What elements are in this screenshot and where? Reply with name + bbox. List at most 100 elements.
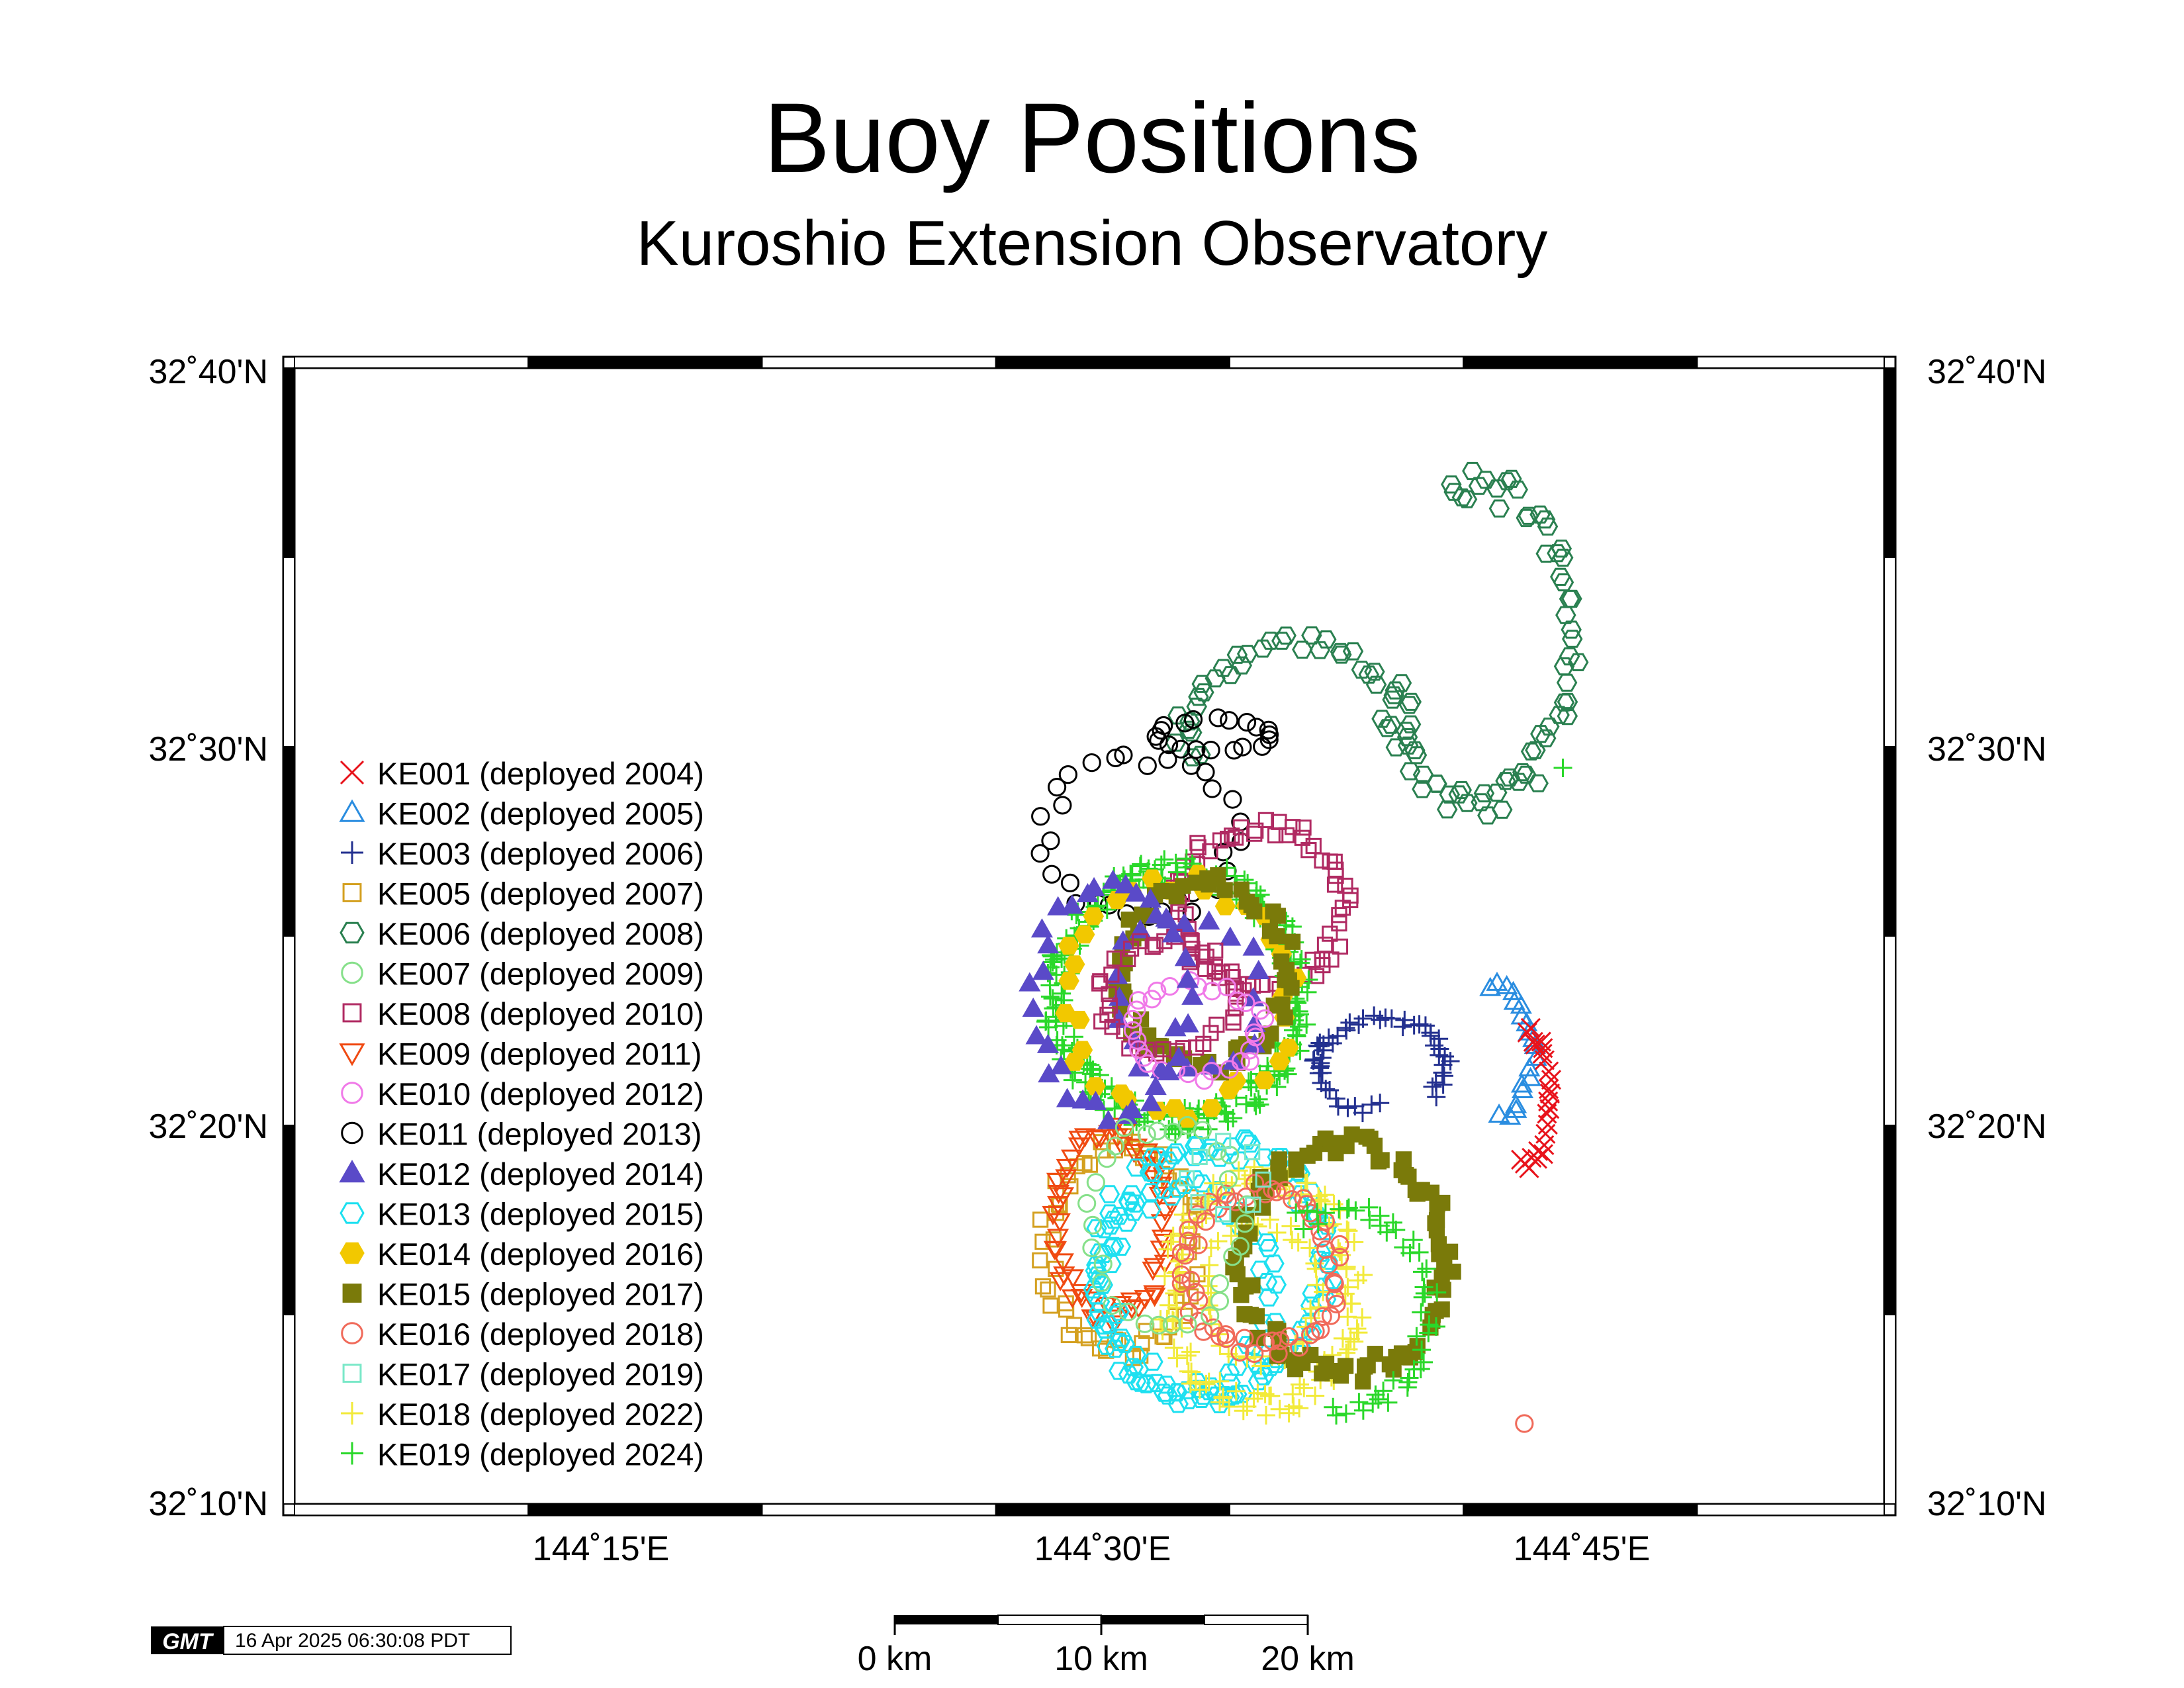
scale-segment-1 bbox=[895, 1615, 998, 1624]
buoy-position-marker bbox=[1114, 745, 1133, 765]
frame-band-left bbox=[283, 746, 295, 937]
buoy-position-marker bbox=[1395, 1010, 1414, 1029]
buoy-position-marker bbox=[1559, 647, 1580, 666]
buoy-position-marker bbox=[1313, 1307, 1332, 1327]
buoy-position-marker bbox=[1294, 1219, 1313, 1239]
buoy-position-marker bbox=[1242, 1307, 1259, 1323]
buoy-position-marker bbox=[1208, 708, 1228, 727]
buoy-position-marker bbox=[1231, 656, 1253, 675]
buoy-position-marker bbox=[1106, 950, 1123, 967]
buoy-position-marker bbox=[1488, 499, 1510, 518]
legend-symbol bbox=[341, 1442, 363, 1465]
legend-item-label: KE006 (deployed 2008) bbox=[377, 916, 704, 951]
buoy-position-marker bbox=[1370, 1153, 1387, 1170]
buoy-position-marker bbox=[1253, 1148, 1275, 1167]
buoy-position-marker bbox=[1093, 1244, 1115, 1264]
buoy-position-marker bbox=[1052, 1253, 1074, 1273]
scale-label-0: 0 km bbox=[858, 1640, 933, 1678]
buoy-position-marker bbox=[1179, 712, 1201, 731]
buoy-position-marker bbox=[1147, 1147, 1169, 1166]
buoy-position-marker bbox=[1054, 1040, 1073, 1059]
buoy-position-marker bbox=[1365, 1006, 1384, 1025]
buoy-position-marker bbox=[1201, 1306, 1220, 1325]
buoy-position-marker bbox=[1060, 873, 1080, 892]
buoy-position-marker bbox=[1236, 993, 1255, 1012]
buoy-position-marker bbox=[1362, 1130, 1379, 1147]
buoy-position-marker bbox=[1398, 696, 1420, 714]
buoy-position-marker bbox=[1093, 1013, 1110, 1030]
buoy-position-marker bbox=[1557, 707, 1578, 726]
buoy-position-marker bbox=[1308, 1215, 1328, 1234]
buoy-position-marker bbox=[1228, 1151, 1250, 1170]
buoy-position-marker bbox=[1330, 1248, 1349, 1267]
buoy-tracks bbox=[1019, 461, 1589, 1433]
frame-band-left bbox=[283, 1125, 295, 1315]
buoy-position-marker bbox=[1502, 980, 1525, 1000]
buoy-position-marker bbox=[1099, 1185, 1120, 1203]
buoy-position-marker bbox=[1504, 1094, 1527, 1113]
buoy-position-marker bbox=[1298, 982, 1317, 1002]
buoy-position-marker bbox=[1091, 1273, 1111, 1293]
buoy-position-marker bbox=[1263, 1254, 1285, 1273]
buoy-position-marker bbox=[1384, 1371, 1403, 1390]
buoy-position-marker bbox=[1171, 739, 1191, 759]
buoy-position-marker bbox=[1218, 1363, 1240, 1382]
buoy-position-marker bbox=[1178, 1315, 1197, 1334]
buoy-position-marker bbox=[1322, 925, 1338, 942]
buoy-position-marker bbox=[1058, 1301, 1075, 1318]
buoy-position-marker bbox=[1316, 630, 1337, 649]
buoy-position-marker bbox=[1407, 1327, 1426, 1346]
buoy-position-marker bbox=[1486, 783, 1508, 802]
buoy-position-marker bbox=[1347, 1319, 1367, 1338]
buoy-position-marker bbox=[1414, 1278, 1433, 1297]
buoy-position-marker bbox=[1104, 1019, 1120, 1035]
buoy-position-marker bbox=[1248, 960, 1270, 980]
buoy-position-marker bbox=[1238, 1195, 1257, 1214]
buoy-position-marker bbox=[1267, 1182, 1286, 1201]
buoy-position-marker bbox=[1171, 1274, 1191, 1293]
buoy-position-marker bbox=[1233, 737, 1252, 757]
buoy-position-marker bbox=[1309, 1297, 1328, 1317]
buoy-position-marker bbox=[1259, 730, 1279, 749]
buoy-position-marker bbox=[1161, 1233, 1181, 1252]
buoy-position-marker bbox=[1330, 1235, 1349, 1254]
buoy-position-marker bbox=[1567, 653, 1589, 671]
buoy-position-marker bbox=[1516, 508, 1537, 528]
buoy-position-marker bbox=[1199, 1296, 1218, 1315]
buoy-position-marker bbox=[1349, 1015, 1369, 1034]
buoy-position-marker bbox=[1106, 964, 1128, 984]
buoy-position-marker bbox=[1235, 1329, 1254, 1348]
buoy-position-marker bbox=[1030, 844, 1050, 863]
legend-symbol bbox=[342, 1284, 362, 1303]
buoy-position-marker bbox=[1158, 1061, 1180, 1081]
buoy-position-marker bbox=[1245, 1196, 1261, 1213]
buoy-position-marker bbox=[1093, 1316, 1115, 1335]
buoy-position-marker bbox=[1539, 1099, 1560, 1119]
buoy-position-marker bbox=[1179, 1170, 1195, 1187]
frame-band-top bbox=[1228, 356, 1465, 369]
buoy-position-marker bbox=[1300, 1239, 1320, 1258]
buoy-position-marker bbox=[1537, 517, 1559, 536]
buoy-position-marker bbox=[1349, 1393, 1369, 1412]
buoy-position-marker bbox=[1206, 959, 1224, 975]
buoy-position-marker bbox=[1505, 1098, 1527, 1118]
buoy-position-marker bbox=[1245, 1093, 1264, 1112]
legend-item-label: KE002 (deployed 2005) bbox=[377, 796, 704, 831]
buoy-position-marker bbox=[1200, 1192, 1219, 1211]
buoy-position-marker bbox=[1322, 1271, 1343, 1289]
buoy-position-marker bbox=[1153, 1321, 1172, 1340]
buoy-position-marker bbox=[1371, 1094, 1390, 1113]
buoy-position-marker bbox=[1143, 1258, 1165, 1278]
buoy-position-marker bbox=[1277, 972, 1293, 988]
buoy-position-marker bbox=[1053, 1036, 1072, 1055]
buoy-position-marker bbox=[1134, 906, 1150, 923]
buoy-position-marker bbox=[1077, 1194, 1097, 1213]
buoy-position-marker bbox=[1337, 877, 1353, 894]
buoy-position-marker bbox=[1288, 1161, 1304, 1178]
buoy-position-marker bbox=[1412, 780, 1433, 798]
buoy-position-marker bbox=[1168, 1262, 1187, 1282]
buoy-position-marker bbox=[1046, 1229, 1069, 1248]
buoy-position-marker bbox=[1547, 544, 1568, 563]
buoy-position-marker bbox=[1190, 1194, 1206, 1211]
buoy-position-marker bbox=[1041, 831, 1060, 851]
